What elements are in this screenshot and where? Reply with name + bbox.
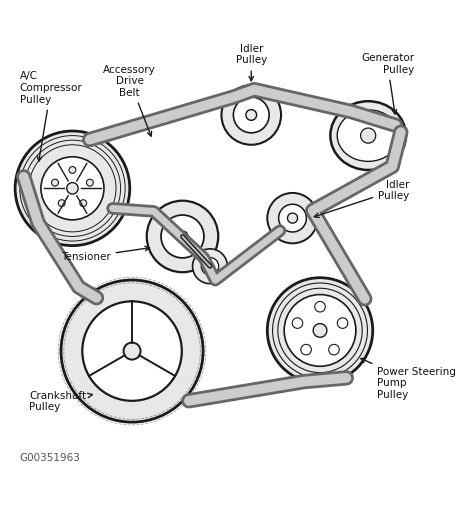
Circle shape bbox=[61, 280, 203, 422]
Text: Power Steering
Pump
Pulley: Power Steering Pump Pulley bbox=[361, 359, 456, 400]
Ellipse shape bbox=[337, 110, 399, 162]
Circle shape bbox=[284, 294, 356, 366]
Circle shape bbox=[328, 344, 339, 355]
Text: Idler
Pulley: Idler Pulley bbox=[236, 44, 267, 81]
Circle shape bbox=[192, 249, 228, 284]
Circle shape bbox=[267, 193, 318, 243]
Circle shape bbox=[80, 199, 87, 207]
Circle shape bbox=[52, 179, 58, 186]
Circle shape bbox=[313, 324, 327, 337]
Circle shape bbox=[221, 85, 281, 145]
Text: A/C
Compressor
Pulley: A/C Compressor Pulley bbox=[20, 71, 82, 161]
Circle shape bbox=[201, 258, 219, 275]
Circle shape bbox=[233, 97, 269, 133]
Circle shape bbox=[206, 263, 214, 270]
Circle shape bbox=[292, 318, 303, 328]
Circle shape bbox=[361, 128, 376, 143]
Text: Accessory
Drive
Belt: Accessory Drive Belt bbox=[103, 65, 156, 136]
Circle shape bbox=[58, 199, 65, 207]
Circle shape bbox=[82, 301, 182, 401]
Circle shape bbox=[41, 157, 104, 220]
Ellipse shape bbox=[330, 101, 406, 170]
Circle shape bbox=[67, 183, 78, 194]
Circle shape bbox=[15, 131, 130, 245]
Circle shape bbox=[337, 318, 348, 328]
Text: Crankshaft
Pulley: Crankshaft Pulley bbox=[29, 391, 92, 412]
Circle shape bbox=[147, 200, 218, 272]
Circle shape bbox=[246, 110, 256, 120]
Text: Idler
Pulley: Idler Pulley bbox=[314, 180, 410, 218]
Text: G00351963: G00351963 bbox=[20, 453, 81, 464]
Circle shape bbox=[301, 344, 311, 355]
Text: Tensioner: Tensioner bbox=[61, 246, 150, 262]
Circle shape bbox=[69, 167, 76, 173]
Circle shape bbox=[124, 342, 141, 360]
Circle shape bbox=[287, 213, 298, 223]
Circle shape bbox=[86, 179, 93, 186]
Circle shape bbox=[267, 278, 373, 383]
Circle shape bbox=[161, 215, 204, 258]
Circle shape bbox=[279, 204, 306, 232]
Circle shape bbox=[315, 301, 325, 312]
Text: Generator
Pulley: Generator Pulley bbox=[361, 53, 414, 114]
Circle shape bbox=[177, 231, 188, 242]
